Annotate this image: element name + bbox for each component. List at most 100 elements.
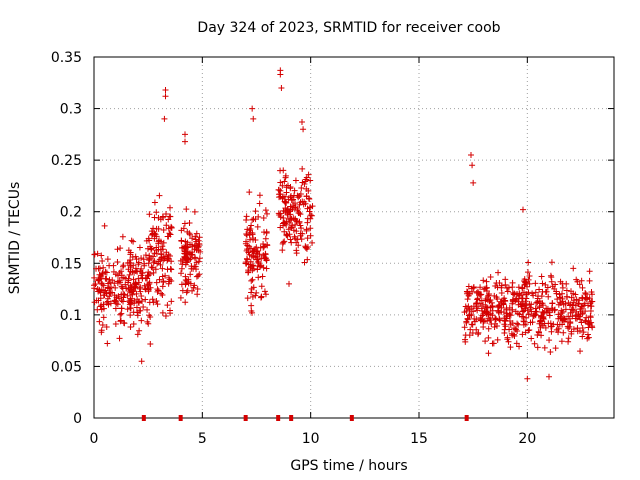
data-point bbox=[117, 311, 124, 318]
data-point bbox=[148, 264, 155, 271]
data-point bbox=[294, 205, 301, 212]
data-point bbox=[480, 277, 487, 284]
data-point bbox=[570, 265, 577, 272]
data-point bbox=[106, 293, 113, 300]
data-point bbox=[474, 288, 481, 295]
data-point bbox=[589, 324, 596, 331]
data-point bbox=[495, 303, 502, 310]
data-point bbox=[243, 217, 250, 224]
data-point bbox=[258, 293, 265, 300]
data-point bbox=[162, 87, 169, 94]
data-point bbox=[290, 215, 297, 222]
data-point bbox=[575, 300, 582, 307]
data-point bbox=[192, 236, 199, 243]
data-point bbox=[127, 251, 134, 258]
data-point bbox=[472, 300, 479, 307]
data-point bbox=[118, 272, 125, 279]
data-point bbox=[189, 249, 196, 256]
data-point bbox=[503, 310, 510, 317]
data-point bbox=[480, 301, 487, 308]
data-point bbox=[105, 280, 112, 287]
data-point bbox=[133, 304, 140, 311]
data-point bbox=[246, 189, 253, 196]
data-point bbox=[134, 268, 141, 275]
x-tick-labels: 0 5 10 15 20 bbox=[90, 431, 537, 447]
data-point bbox=[564, 293, 571, 300]
data-point bbox=[485, 325, 492, 332]
data-point bbox=[104, 284, 111, 291]
data-point bbox=[546, 312, 553, 319]
data-point bbox=[142, 252, 149, 259]
data-point bbox=[116, 335, 123, 342]
data-point bbox=[291, 187, 298, 194]
data-point bbox=[254, 263, 261, 270]
data-point bbox=[160, 239, 167, 246]
data-point bbox=[148, 246, 155, 253]
data-point bbox=[492, 315, 499, 322]
data-point bbox=[288, 197, 295, 204]
data-point bbox=[154, 301, 161, 308]
data-point bbox=[534, 344, 541, 351]
zero-marker bbox=[276, 415, 281, 421]
data-point bbox=[525, 259, 532, 266]
data-point bbox=[132, 265, 139, 272]
data-point bbox=[136, 327, 143, 334]
data-point bbox=[145, 235, 152, 242]
zero-marker bbox=[289, 415, 294, 421]
data-point bbox=[261, 229, 268, 236]
data-point bbox=[579, 284, 586, 291]
data-point bbox=[91, 282, 98, 289]
data-point bbox=[126, 271, 133, 278]
data-point bbox=[114, 259, 121, 266]
data-point bbox=[524, 269, 531, 276]
data-point bbox=[151, 199, 158, 206]
data-point bbox=[152, 231, 159, 238]
data-point bbox=[94, 286, 101, 293]
data-point bbox=[117, 318, 124, 325]
data-point bbox=[92, 281, 99, 288]
data-point bbox=[478, 305, 485, 312]
data-point bbox=[525, 289, 532, 296]
data-point bbox=[296, 218, 303, 225]
data-point bbox=[247, 229, 254, 236]
data-point bbox=[179, 244, 186, 251]
data-point bbox=[255, 274, 262, 281]
data-point bbox=[159, 283, 166, 290]
data-point bbox=[589, 291, 596, 298]
data-point bbox=[292, 221, 299, 228]
data-point bbox=[558, 338, 565, 345]
data-point bbox=[583, 296, 590, 303]
data-point bbox=[275, 210, 282, 217]
data-point bbox=[307, 232, 314, 239]
data-point bbox=[496, 280, 503, 287]
data-point bbox=[304, 235, 311, 242]
data-point bbox=[530, 312, 537, 319]
data-point bbox=[588, 303, 595, 310]
data-point bbox=[263, 210, 270, 217]
data-point bbox=[282, 174, 289, 181]
data-point bbox=[151, 230, 158, 237]
data-point bbox=[144, 306, 151, 313]
zero-marker bbox=[243, 415, 248, 421]
data-point bbox=[99, 281, 106, 288]
data-point bbox=[97, 303, 104, 310]
data-point bbox=[140, 303, 147, 310]
data-point bbox=[546, 373, 552, 380]
data-point bbox=[106, 285, 113, 292]
data-point bbox=[183, 206, 190, 213]
data-point bbox=[249, 293, 256, 300]
data-point bbox=[486, 291, 493, 298]
data-point bbox=[99, 258, 106, 265]
data-point bbox=[277, 179, 284, 186]
data-point bbox=[252, 216, 259, 223]
data-point bbox=[304, 243, 311, 250]
data-point bbox=[546, 337, 553, 344]
data-point bbox=[107, 290, 114, 297]
grid bbox=[94, 57, 614, 418]
data-point bbox=[568, 330, 575, 337]
data-point bbox=[275, 186, 282, 193]
data-point bbox=[263, 230, 270, 237]
data-point bbox=[243, 238, 250, 245]
